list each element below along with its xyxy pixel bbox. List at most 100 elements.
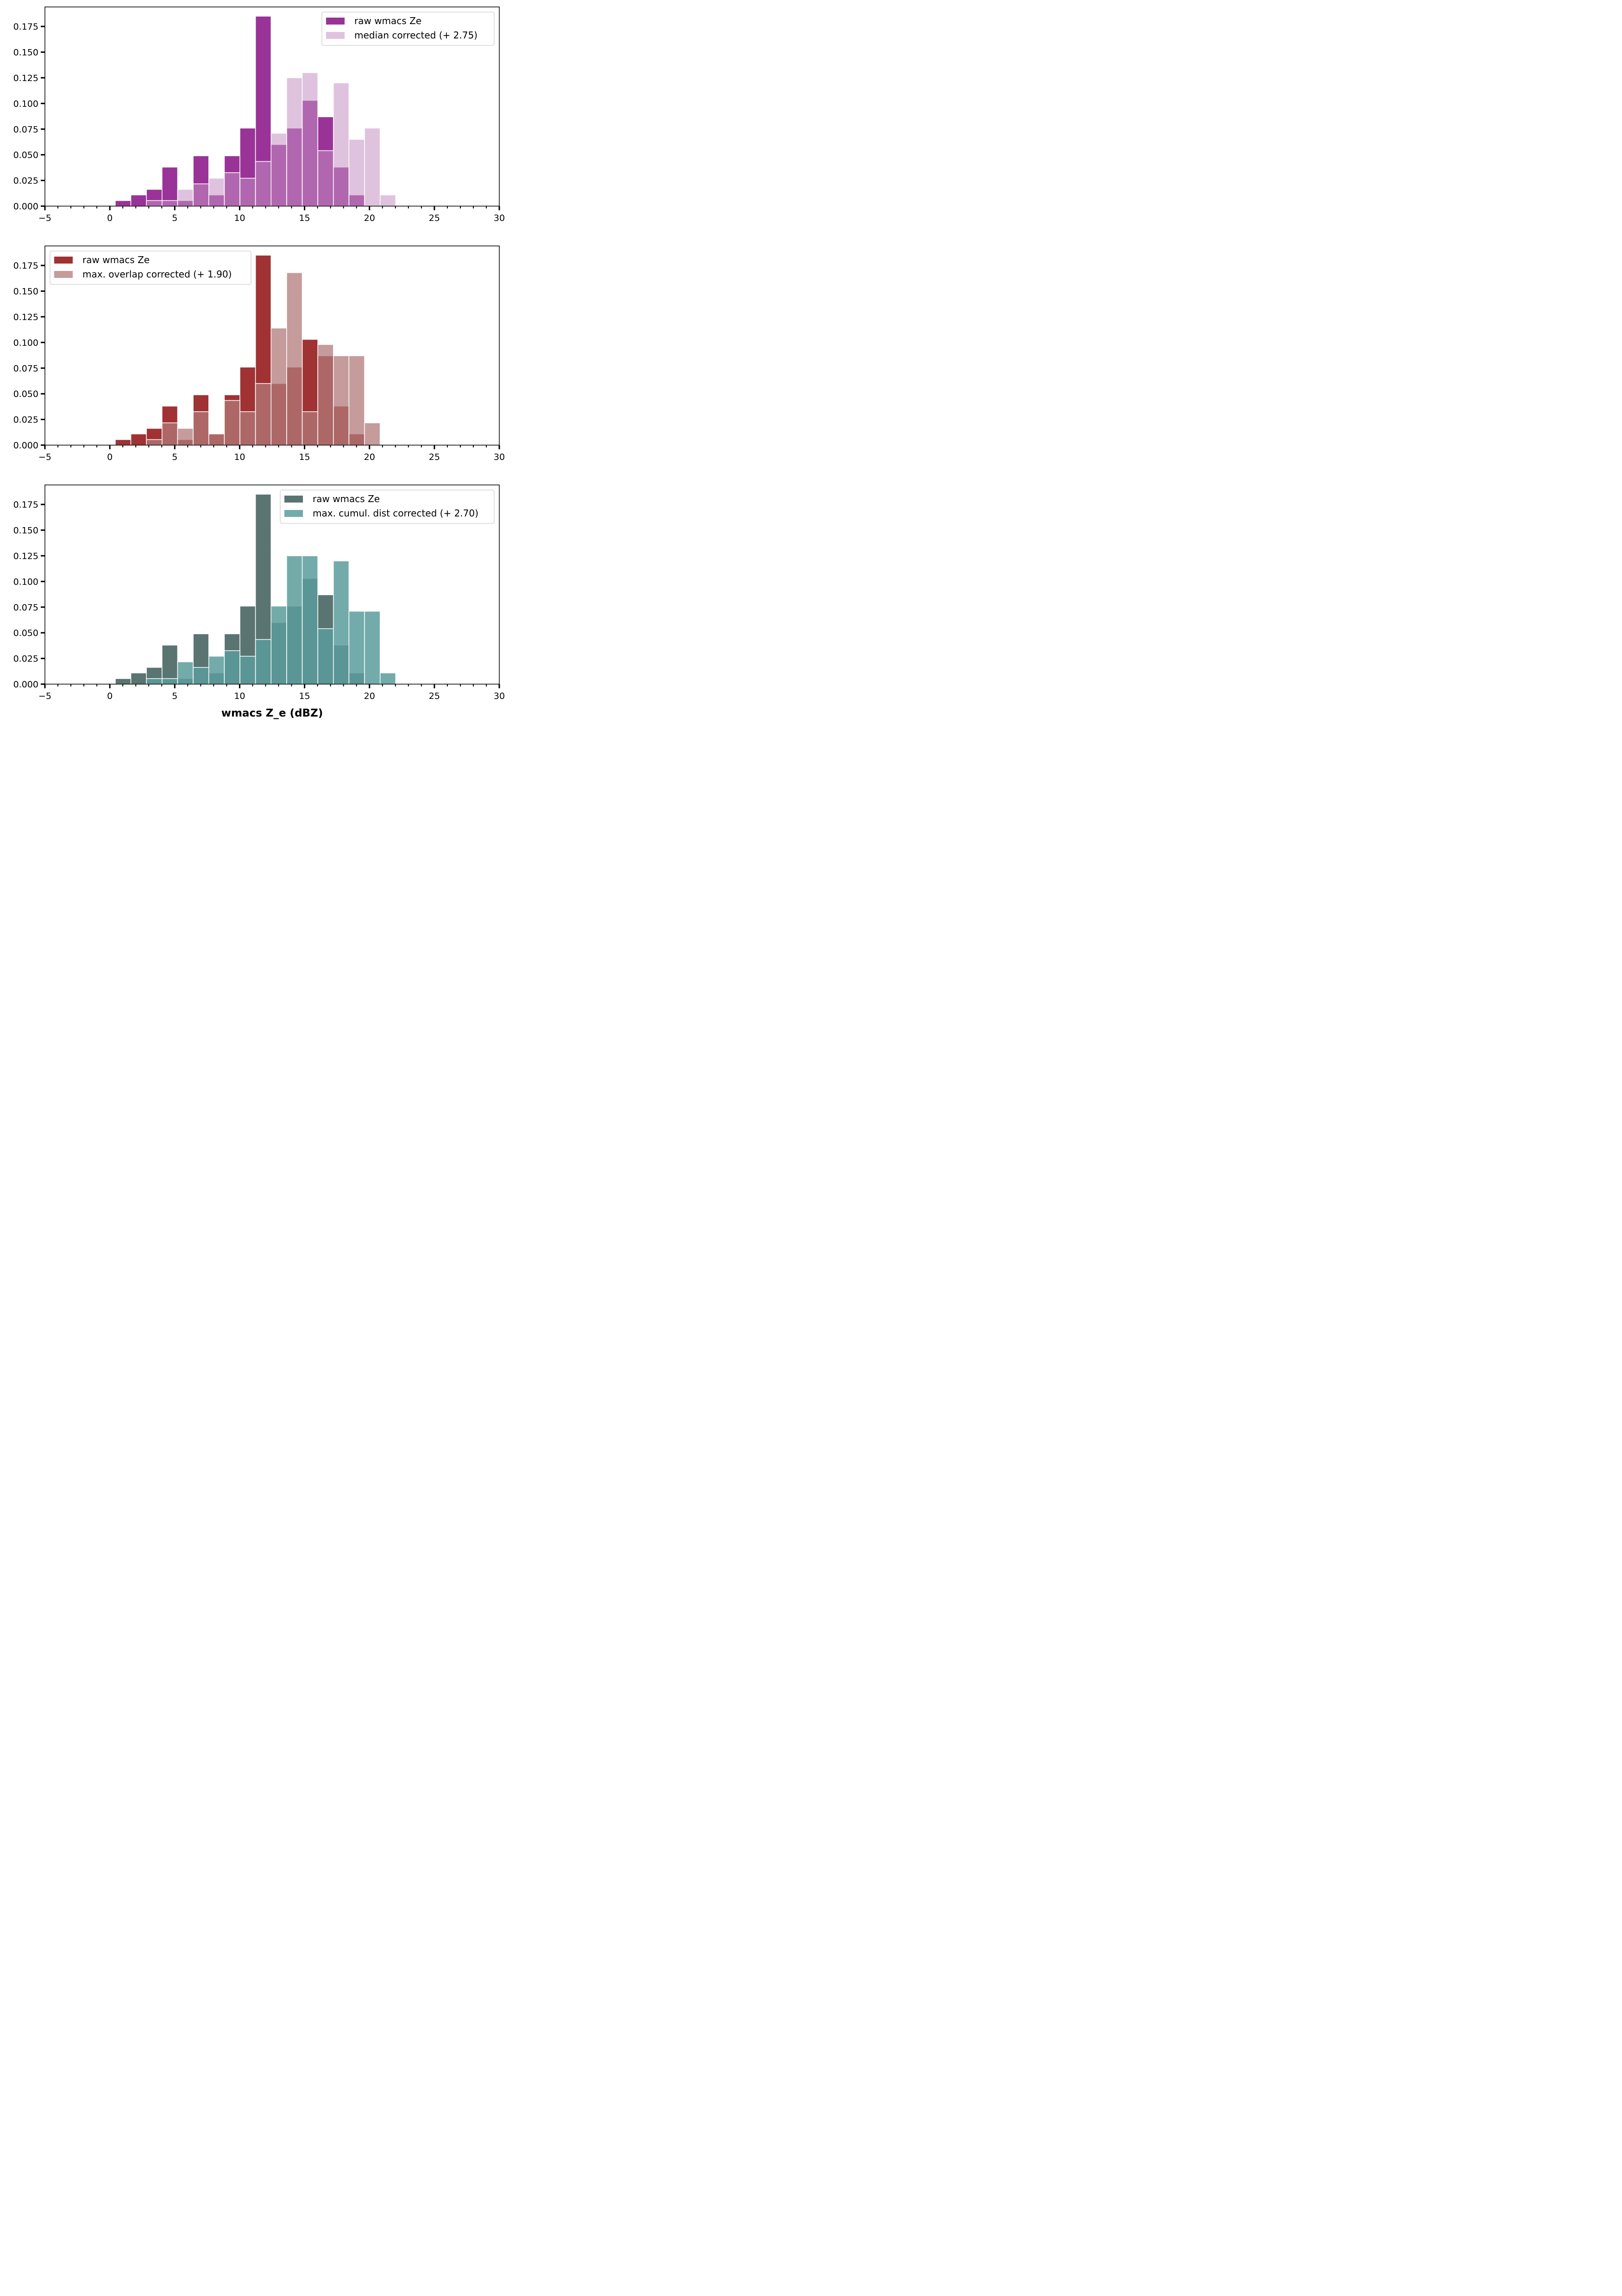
bar (177, 189, 194, 207)
bar (286, 555, 303, 685)
y-tick-label: 0.125 (13, 312, 38, 322)
bar (255, 161, 272, 207)
bar (224, 650, 240, 685)
bar (379, 673, 396, 685)
bar (302, 555, 318, 685)
y-tick-label: 0.050 (13, 628, 38, 638)
bar (193, 411, 209, 446)
bar (317, 344, 334, 446)
bar (130, 673, 147, 685)
bar (146, 200, 163, 207)
x-tick-label: 10 (234, 213, 245, 223)
series-corrected (146, 272, 381, 446)
bar (146, 678, 163, 685)
bar (317, 150, 334, 207)
bar (193, 667, 209, 685)
bar (208, 434, 225, 446)
bar (286, 77, 303, 207)
legend-box (280, 490, 495, 524)
bar (302, 72, 318, 207)
x-tick-label: 25 (429, 691, 440, 701)
y-tick-label: 0.150 (13, 526, 38, 536)
legend: raw wmacs Ze max. overlap corrected (+ 1.… (50, 251, 251, 285)
legend-swatch (54, 271, 73, 278)
legend-label: median corrected (+ 2.75) (354, 30, 478, 41)
y-tick-label: 0.150 (13, 287, 38, 297)
bar (162, 422, 178, 446)
x-tick-label: −5 (38, 691, 51, 701)
y-tick-label: 0.175 (13, 500, 38, 510)
legend-label: raw wmacs Ze (82, 254, 150, 265)
x-tick-label: −5 (38, 452, 51, 462)
chart-panel-3: 0.000 0.025 0.050 0.075 0.100 0.125 0.150 0.175… (13, 484, 505, 719)
bar (239, 177, 256, 207)
plot-frame (44, 245, 500, 446)
bar (162, 167, 178, 207)
x-tick-label: 20 (364, 213, 375, 223)
y-tick-label: 0.050 (13, 150, 38, 160)
x-tick-label: 5 (172, 213, 177, 223)
bar (364, 127, 381, 207)
legend-box (321, 12, 495, 46)
y-tick-label: 0.025 (13, 415, 38, 425)
y-tick-label: 0.050 (13, 389, 38, 399)
legend-box (50, 251, 251, 285)
y-tick-label: 0.000 (13, 201, 38, 212)
x-tick-label: 15 (299, 691, 310, 701)
bar (270, 132, 287, 207)
bar (379, 195, 396, 207)
x-tick-label: 10 (234, 452, 245, 462)
x-tick-label: 10 (234, 691, 245, 701)
legend-label: raw wmacs Ze (313, 493, 380, 504)
bar (162, 200, 178, 207)
x-axis-label: wmacs Z_e (dBZ) (221, 707, 323, 719)
legend-swatch (284, 496, 303, 503)
bar (177, 428, 194, 446)
bar (364, 610, 381, 685)
chart-panel-2: 0.000 0.025 0.050 0.075 0.100 0.125 0.150 0.175… (13, 245, 505, 462)
legend-label: max. overlap corrected (+ 1.90) (82, 269, 232, 280)
figure: 0.000 0.025 0.050 0.075 0.100 0.125 0.150 0.175… (13, 6, 505, 719)
x-tick-label: 20 (364, 452, 375, 462)
bar (286, 272, 303, 446)
bar (193, 183, 209, 207)
bar (162, 678, 178, 685)
y-tick-label: 0.150 (13, 48, 38, 58)
bar (239, 655, 256, 685)
y-tick-label: 0.000 (13, 679, 38, 690)
y-tick-label: 0.175 (13, 261, 38, 271)
x-tick-label: 20 (364, 691, 375, 701)
legend-label: raw wmacs Ze (354, 15, 421, 26)
bar (270, 605, 287, 685)
x-tick-label: 15 (299, 213, 310, 223)
x-tick-label: 30 (494, 691, 505, 701)
bar (333, 82, 350, 207)
plot-frame (44, 484, 500, 685)
bar (255, 639, 272, 685)
legend: raw wmacs Ze median corrected (+ 2.75) (321, 12, 495, 46)
bar (130, 195, 147, 207)
bar (302, 411, 318, 446)
x-tick-label: 0 (107, 213, 113, 223)
legend: raw wmacs Ze max. cumul. dist corrected (… (280, 490, 495, 524)
bar (333, 560, 350, 685)
plot-frame (44, 6, 500, 207)
y-tick-label: 0.075 (13, 603, 38, 613)
bar (364, 422, 381, 446)
x-tick-label: 0 (107, 452, 113, 462)
bar (146, 439, 163, 446)
bar (130, 434, 147, 446)
bar (115, 200, 132, 207)
legend-label: max. cumul. dist corrected (+ 2.70) (313, 508, 478, 519)
bar (333, 355, 350, 446)
bar (255, 383, 272, 446)
legend-swatch (284, 510, 303, 517)
y-tick-label: 0.100 (13, 577, 38, 587)
bar (239, 411, 256, 446)
bar (224, 400, 240, 446)
y-tick-label: 0.025 (13, 654, 38, 664)
bar (348, 139, 365, 207)
bar (224, 172, 240, 207)
y-tick-label: 0.100 (13, 338, 38, 348)
y-tick-label: 0.125 (13, 73, 38, 83)
